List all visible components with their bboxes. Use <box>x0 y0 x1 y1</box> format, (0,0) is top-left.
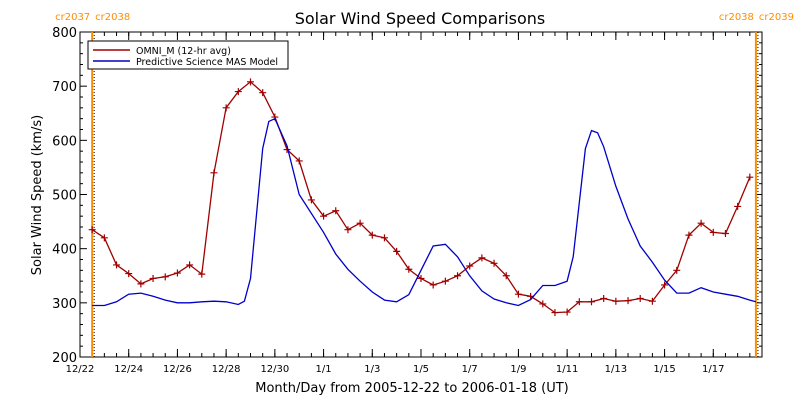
data-point-marker <box>575 298 583 306</box>
data-point-marker <box>222 104 230 112</box>
y-tick-label: 800 <box>52 26 77 41</box>
data-point-marker <box>393 247 401 255</box>
legend-label: OMNI_M (12-hr avg) <box>136 46 231 57</box>
rotation-label-left: cr2037 <box>55 12 90 23</box>
data-point-marker <box>356 219 364 227</box>
x-tick-label: 1/15 <box>653 364 675 375</box>
x-tick-label: 1/17 <box>702 364 724 375</box>
x-axis-label: Month/Day from 2005-12-22 to 2006-01-18 … <box>255 381 568 396</box>
data-point-marker <box>368 231 376 239</box>
data-point-marker <box>307 196 315 204</box>
x-tick-label: 12/30 <box>260 364 289 375</box>
data-point-marker <box>380 234 388 242</box>
x-tick-label: 12/28 <box>212 364 241 375</box>
x-tick-label: 1/3 <box>364 364 380 375</box>
y-tick-label: 200 <box>52 351 77 366</box>
y-tick-label: 600 <box>52 134 77 149</box>
data-point-marker <box>441 277 449 285</box>
data-point-marker <box>186 261 194 269</box>
data-point-marker <box>600 295 608 302</box>
data-point-marker <box>88 226 96 234</box>
data-point-marker <box>210 169 218 177</box>
data-point-marker <box>173 269 181 277</box>
plot-area: 200 300 400 500 600 700 800 12/22 12/24 12/26 12/2… <box>52 12 794 375</box>
x-tick-label: 1/7 <box>462 364 478 375</box>
data-point-marker <box>113 261 121 269</box>
data-point-marker <box>551 309 559 317</box>
legend-box <box>87 40 289 70</box>
data-point-marker <box>721 230 729 237</box>
data-point-marker <box>734 202 742 210</box>
y-axis-label: Solar Wind Speed (km/s) <box>30 115 45 275</box>
data-point-marker <box>125 270 133 278</box>
data-point-marker <box>454 272 462 280</box>
data-point-marker <box>332 207 340 215</box>
plot-frame <box>79 31 763 358</box>
data-point-marker <box>636 295 644 302</box>
x-tick-label: 1/5 <box>413 364 429 375</box>
rotation-label-left: cr2038 <box>719 12 754 23</box>
data-point-marker <box>661 281 669 289</box>
data-point-marker <box>466 262 474 270</box>
data-point-marker <box>429 281 437 289</box>
data-point-marker <box>161 273 169 281</box>
data-point-marker <box>746 173 754 181</box>
data-point-marker <box>502 272 510 280</box>
data-point-marker <box>624 297 632 305</box>
y-tick-label: 400 <box>52 243 77 258</box>
y-tick-label: 700 <box>52 80 77 95</box>
data-point-marker <box>198 270 206 278</box>
series-line-2 <box>92 117 757 307</box>
data-point-marker <box>405 265 413 273</box>
data-point-marker <box>673 266 681 274</box>
data-point-marker <box>514 290 522 298</box>
data-point-marker <box>697 219 705 227</box>
data-point-marker <box>490 259 498 267</box>
data-point-marker <box>588 298 595 306</box>
data-point-marker <box>648 297 656 305</box>
data-point-marker <box>149 274 157 282</box>
x-tick-label: 1/13 <box>605 364 627 375</box>
data-point-marker <box>685 231 693 239</box>
x-tick-label: 1/11 <box>556 364 578 375</box>
x-tick-label: 1/9 <box>510 364 526 375</box>
data-point-marker <box>612 297 620 305</box>
data-point-marker <box>234 88 242 96</box>
data-point-marker <box>247 78 254 86</box>
data-point-marker <box>259 89 267 97</box>
legend-label: Predictive Science MAS Model <box>136 57 278 68</box>
x-tick-label: 1/1 <box>316 364 332 375</box>
data-point-marker <box>539 300 547 308</box>
rotation-label-right: cr2038 <box>95 12 130 23</box>
y-tick-label: 500 <box>52 189 77 204</box>
data-point-marker <box>417 274 425 282</box>
x-tick-label: 12/24 <box>114 364 143 375</box>
y-tick-label: 300 <box>52 297 77 312</box>
data-point-marker <box>344 226 352 234</box>
x-tick-label: 12/22 <box>66 364 95 375</box>
x-tick-label: 12/26 <box>163 364 192 375</box>
data-point-marker <box>320 212 328 220</box>
data-point-marker <box>563 308 571 316</box>
chart-title: Solar Wind Speed Comparisons <box>295 9 546 28</box>
data-point-marker <box>137 280 145 288</box>
data-point-marker <box>478 254 486 262</box>
data-point-marker <box>709 228 717 236</box>
rotation-label-right: cr2039 <box>759 12 794 23</box>
data-point-marker <box>100 234 108 242</box>
data-point-marker <box>295 157 303 165</box>
